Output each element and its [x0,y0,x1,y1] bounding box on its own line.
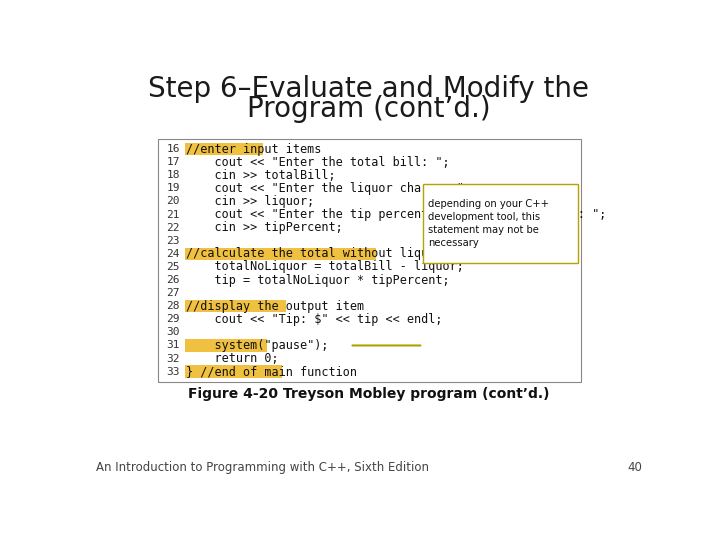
Text: cout << "Enter the total bill: ";: cout << "Enter the total bill: "; [186,156,450,168]
Text: 25: 25 [166,262,180,272]
Text: totalNoLiquor = totalBill - liquor;: totalNoLiquor = totalBill - liquor; [186,260,464,273]
Text: 23: 23 [166,236,180,246]
Text: 29: 29 [166,314,180,325]
Bar [185,248,377,260]
Text: 22: 22 [166,222,180,233]
Text: 16: 16 [166,144,180,154]
Text: 24: 24 [166,249,180,259]
Text: system("pause");: system("pause"); [186,339,328,352]
Text: cout << "Tip: $" << tip << endl;: cout << "Tip: $" << tip << endl; [186,313,443,326]
Text: 31: 31 [166,340,180,350]
Text: 19: 19 [166,184,180,193]
Text: 40: 40 [627,462,642,475]
Bar [158,139,581,382]
Text: } //end of main function: } //end of main function [186,365,357,378]
Text: cout << "Enter the tip percentage in decimal format: ";: cout << "Enter the tip percentage in dec… [186,208,606,221]
Text: depending on your C++
development tool, this
statement may not be
necessary: depending on your C++ development tool, … [428,199,549,248]
Text: 17: 17 [166,157,180,167]
Text: 20: 20 [166,197,180,206]
Text: cin >> liquor;: cin >> liquor; [186,195,315,208]
Text: 21: 21 [166,210,180,220]
Text: Figure 4-20 Treyson Mobley program (cont’d.): Figure 4-20 Treyson Mobley program (cont… [188,387,550,401]
Text: //display the output item: //display the output item [186,300,364,313]
Text: An Introduction to Programming with C++, Sixth Edition: An Introduction to Programming with C++,… [96,462,429,475]
Bar [423,184,578,262]
Text: cin >> totalBill;: cin >> totalBill; [186,169,336,182]
Text: 33: 33 [166,367,180,376]
Text: 28: 28 [166,301,180,311]
Bar [185,300,287,312]
Text: 26: 26 [166,275,180,285]
Text: return 0;: return 0; [186,352,279,365]
Text: 30: 30 [166,327,180,338]
Text: Program (cont’d.): Program (cont’d.) [247,96,491,124]
Text: //calculate the total without liquor and the tip: //calculate the total without liquor and… [186,247,528,260]
Text: //enter input items: //enter input items [186,143,321,156]
Bar [185,366,282,378]
Text: tip = totalNoLiquor * tipPercent;: tip = totalNoLiquor * tipPercent; [186,274,450,287]
Text: cout << "Enter the liquor charge: ";: cout << "Enter the liquor charge: "; [186,182,471,195]
Text: Step 6–Evaluate and Modify the: Step 6–Evaluate and Modify the [148,76,590,104]
Text: cin >> tipPercent;: cin >> tipPercent; [186,221,343,234]
Text: 32: 32 [166,354,180,363]
Bar [185,339,266,352]
Text: 27: 27 [166,288,180,298]
Bar [185,143,263,156]
Text: 18: 18 [166,170,180,180]
